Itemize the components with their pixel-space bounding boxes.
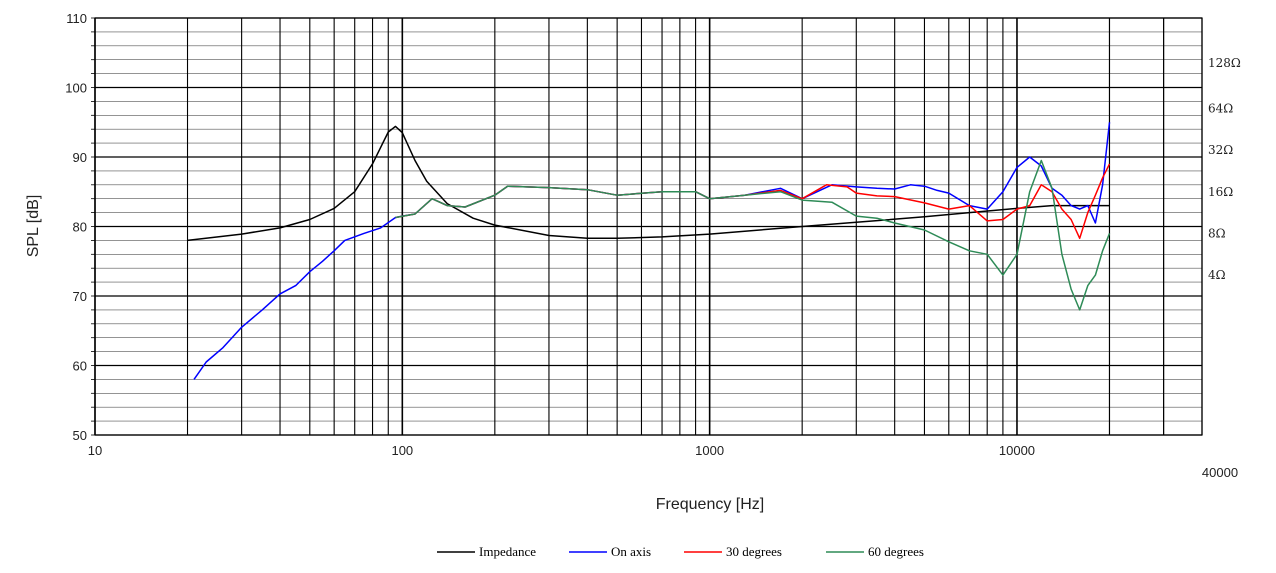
x-tick-label: 1000 (695, 443, 724, 458)
impedance-label: 16Ω (1208, 185, 1233, 199)
legend-label: 30 degrees (726, 544, 782, 559)
legend-label: On axis (611, 544, 651, 559)
y-tick-label: 70 (73, 289, 87, 304)
legend: Impedance On axis 30 degrees 60 degrees (437, 544, 924, 559)
impedance-axis-labels: 128Ω 64Ω 32Ω 16Ω 8Ω 4Ω (1208, 56, 1241, 282)
x-tick-labels: 10 100 1000 10000 40000 (88, 443, 1238, 480)
y-tick-label: 80 (73, 220, 87, 235)
y-tick-label: 50 (73, 428, 87, 443)
series-line-impedance (187, 125, 1110, 242)
x-tick-label: 40000 (1202, 465, 1238, 480)
y-tick-label: 90 (73, 150, 87, 165)
plot-frame (94, 17, 1203, 436)
x-tick-label: 100 (391, 443, 413, 458)
legend-label: 60 degrees (868, 544, 924, 559)
impedance-label: 128Ω (1208, 56, 1241, 70)
y-axis-title: SPL [dB] (25, 195, 42, 258)
impedance-label: 4Ω (1208, 268, 1226, 282)
series-line-60-degrees (395, 159, 1111, 311)
y-tick-labels: 50 60 70 80 90 100 110 (65, 11, 87, 443)
impedance-label: 64Ω (1208, 101, 1233, 115)
x-tick-label: 10000 (999, 443, 1035, 458)
y-tick-label: 100 (65, 81, 87, 96)
legend-label: Impedance (479, 544, 536, 559)
y-tick-label: 60 (73, 359, 87, 374)
impedance-label: 8Ω (1208, 226, 1226, 240)
y-tick-label: 110 (66, 11, 87, 26)
x-tick-label: 10 (88, 443, 102, 458)
impedance-label: 32Ω (1208, 143, 1233, 157)
x-axis-title: Frequency [Hz] (656, 496, 764, 513)
series-lines (187, 122, 1111, 380)
